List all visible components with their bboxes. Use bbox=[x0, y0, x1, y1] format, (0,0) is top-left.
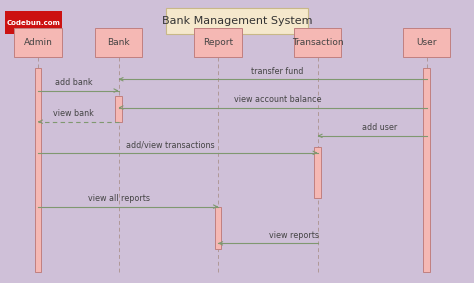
Bar bbox=[95, 28, 142, 57]
Bar bbox=[5, 11, 62, 34]
Text: view account balance: view account balance bbox=[234, 95, 321, 104]
Text: Codebun.com: Codebun.com bbox=[6, 20, 60, 26]
Bar bbox=[166, 8, 308, 34]
Text: view reports: view reports bbox=[269, 231, 319, 240]
Text: add/view transactions: add/view transactions bbox=[127, 140, 215, 149]
Text: User: User bbox=[416, 38, 437, 47]
Bar bbox=[215, 207, 221, 249]
Bar bbox=[115, 96, 122, 122]
Text: Transaction: Transaction bbox=[292, 38, 343, 47]
Bar bbox=[35, 68, 41, 272]
Bar bbox=[423, 68, 430, 272]
Bar bbox=[314, 147, 321, 198]
Text: Report: Report bbox=[203, 38, 233, 47]
Bar bbox=[403, 28, 450, 57]
Text: Admin: Admin bbox=[24, 38, 52, 47]
Bar bbox=[14, 28, 62, 57]
Text: add bank: add bank bbox=[55, 78, 92, 87]
Text: add user: add user bbox=[362, 123, 397, 132]
Bar bbox=[294, 28, 341, 57]
Text: view bank: view bank bbox=[53, 109, 94, 118]
Bar bbox=[194, 28, 242, 57]
Text: view all reports: view all reports bbox=[88, 194, 149, 203]
Text: Bank Management System: Bank Management System bbox=[162, 16, 312, 26]
Text: transfer fund: transfer fund bbox=[251, 67, 303, 76]
Text: Bank: Bank bbox=[107, 38, 130, 47]
